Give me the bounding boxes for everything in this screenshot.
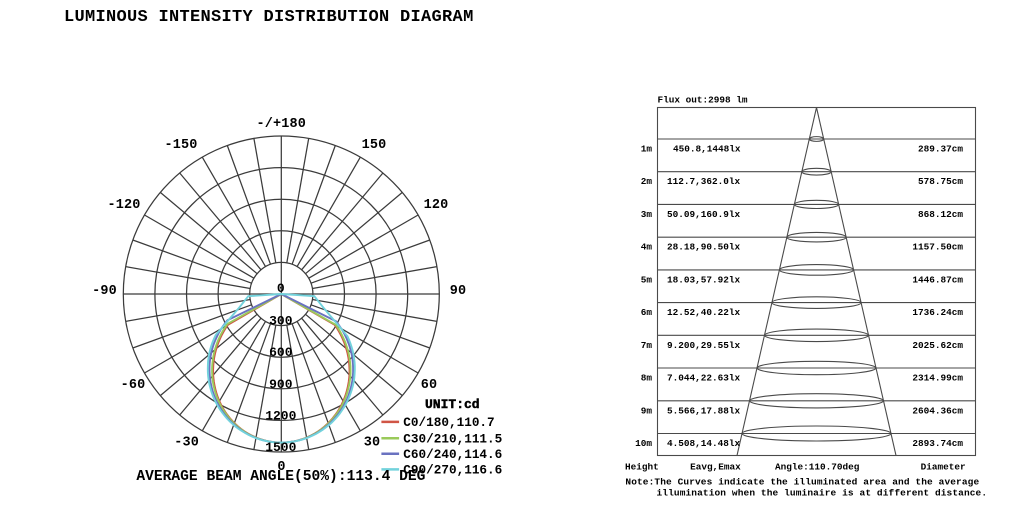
svg-text:5m: 5m [641,274,653,285]
svg-text:2025.62cm: 2025.62cm [912,340,963,351]
svg-text:120: 120 [424,198,449,213]
svg-text:C60/240,114.6: C60/240,114.6 [403,447,502,462]
svg-text:600: 600 [269,345,293,360]
svg-text:3m: 3m [641,209,653,220]
svg-text:9m: 9m [641,405,653,416]
svg-text:28.18,90.50lx: 28.18,90.50lx [667,242,741,253]
svg-text:900: 900 [269,377,293,392]
svg-text:50.09,160.9lx: 50.09,160.9lx [667,209,741,220]
svg-text:Height: Height [625,462,659,473]
svg-text:Flux out:2998 lm: Flux out:2998 lm [658,95,748,106]
svg-text:Note:The Curves indicate the i: Note:The Curves indicate the illuminated… [625,476,979,487]
svg-text:1157.50cm: 1157.50cm [912,242,963,253]
svg-text:Angle:110.70deg: Angle:110.70deg [775,462,860,473]
svg-text:150: 150 [362,138,387,153]
svg-text:60: 60 [421,378,438,393]
svg-text:8m: 8m [641,373,653,384]
svg-text:-150: -150 [164,138,197,153]
svg-text:90: 90 [450,284,467,299]
svg-text:289.37cm: 289.37cm [918,144,963,155]
svg-text:UNIT:cd: UNIT:cd [425,397,480,412]
svg-text:6m: 6m [641,307,653,318]
svg-text:2m: 2m [641,176,653,187]
svg-text:578.75cm: 578.75cm [918,176,963,187]
svg-text:AVERAGE BEAM ANGLE(50%):113.4: AVERAGE BEAM ANGLE(50%):113.4 DEG [136,469,425,485]
svg-text:-90: -90 [92,284,117,299]
svg-text:2604.36cm: 2604.36cm [912,405,963,416]
svg-text:illumination when the luminair: illumination when the luminaire is at di… [657,488,988,499]
svg-text:Diameter: Diameter [921,462,966,473]
svg-text:1446.87cm: 1446.87cm [912,274,963,285]
svg-text:-30: -30 [174,436,199,451]
svg-text:4.508,14.48lx: 4.508,14.48lx [667,438,741,449]
svg-text:30: 30 [364,436,381,451]
svg-text:12.52,40.22lx: 12.52,40.22lx [667,307,741,318]
svg-text:7.044,22.63lx: 7.044,22.63lx [667,373,741,384]
svg-text:7m: 7m [641,340,653,351]
svg-text:C30/210,111.5: C30/210,111.5 [403,432,502,447]
svg-text:9.200,29.55lx: 9.200,29.55lx [667,340,741,351]
svg-text:0: 0 [277,281,285,296]
svg-text:300: 300 [269,314,293,329]
svg-text:18.03,57.92lx: 18.03,57.92lx [667,274,741,285]
svg-text:-60: -60 [121,378,146,393]
svg-text:-120: -120 [107,198,140,213]
svg-text:2893.74cm: 2893.74cm [912,438,963,449]
svg-text:4m: 4m [641,242,653,253]
svg-text:Eavg,Emax: Eavg,Emax [690,462,741,473]
svg-text:450.8,1448lx: 450.8,1448lx [673,144,741,155]
svg-text:868.12cm: 868.12cm [918,209,963,220]
svg-text:2314.99cm: 2314.99cm [912,373,963,384]
svg-text:1736.24cm: 1736.24cm [912,307,963,318]
svg-text:1m: 1m [641,144,653,155]
svg-text:-/+180: -/+180 [257,117,307,132]
svg-text:112.7,362.0lx: 112.7,362.0lx [667,176,741,187]
svg-text:10m: 10m [635,438,652,449]
svg-text:1500: 1500 [265,440,296,455]
svg-text:0: 0 [277,460,285,475]
svg-text:1200: 1200 [265,408,296,423]
svg-text:C90/270,116.6: C90/270,116.6 [403,463,502,478]
svg-text:5.566,17.88lx: 5.566,17.88lx [667,405,741,416]
svg-text:C0/180,110.7: C0/180,110.7 [403,415,494,430]
svg-text:LUMINOUS INTENSITY DISTRIBUTIO: LUMINOUS INTENSITY DISTRIBUTION DIAGRAM [64,8,474,27]
